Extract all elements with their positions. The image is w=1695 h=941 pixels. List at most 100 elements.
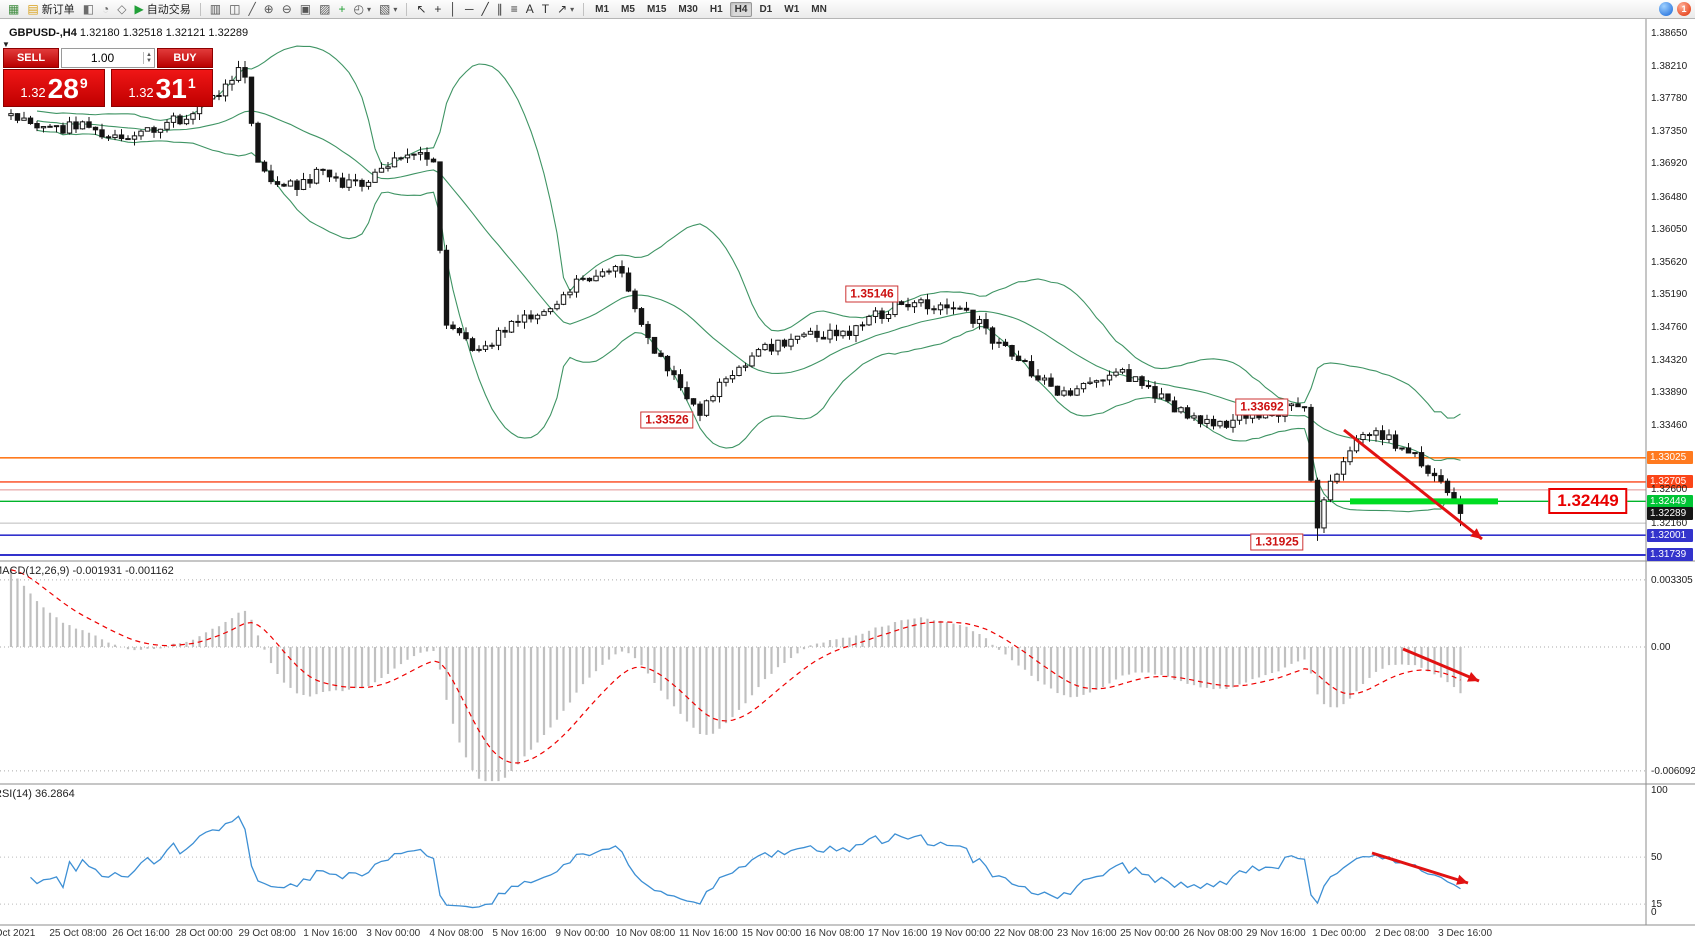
timeframe-button-m15[interactable]: M15 bbox=[646, 3, 667, 15]
navigator-icon[interactable]: ◇ bbox=[113, 1, 130, 17]
volume-input[interactable] bbox=[62, 51, 144, 65]
candle-body bbox=[820, 336, 827, 340]
candle-body bbox=[1243, 414, 1249, 419]
candle-body bbox=[261, 161, 268, 172]
macd-signal-line bbox=[10, 569, 1461, 764]
volume-spinner[interactable]: ▲ ▼ bbox=[143, 52, 154, 64]
timeframe-button-h1[interactable]: H1 bbox=[709, 3, 723, 15]
candle-body bbox=[281, 183, 287, 187]
candle-body bbox=[411, 153, 417, 156]
candle-body bbox=[1236, 414, 1243, 421]
sell-button[interactable]: SELL bbox=[3, 48, 59, 68]
bollinger-middle bbox=[36, 110, 1461, 461]
trend-arrow-price[interactable] bbox=[1343, 428, 1483, 541]
candle-body bbox=[742, 365, 749, 368]
navigator-icon: ◇ bbox=[117, 2, 127, 16]
candle-body bbox=[1360, 434, 1366, 441]
timeframe-button-m1[interactable]: M1 bbox=[595, 3, 610, 15]
candle-body bbox=[320, 168, 326, 171]
panel-splitter-macd[interactable] bbox=[0, 559, 1695, 563]
line-chart-icon[interactable]: ╱ bbox=[244, 1, 259, 17]
candle-body bbox=[346, 179, 352, 188]
buy-price-pips: 31 bbox=[155, 73, 187, 104]
trend-arrow-head bbox=[1470, 528, 1482, 539]
crosshair-icon[interactable]: + bbox=[430, 1, 445, 17]
candle-body bbox=[476, 348, 482, 351]
periods-icon[interactable]: ◴ ▾ bbox=[350, 1, 376, 17]
candle-body bbox=[242, 67, 248, 78]
candle-body bbox=[1275, 414, 1282, 417]
panel-splitter-axis[interactable] bbox=[0, 923, 1695, 927]
zoom-in-icon[interactable]: ⊕ bbox=[260, 1, 278, 17]
label-icon[interactable]: T bbox=[538, 1, 553, 17]
panel-splitter-rsi[interactable] bbox=[0, 782, 1695, 786]
autotrading-button[interactable]: ▶ 自动交易 bbox=[131, 1, 195, 17]
market-watch-icon[interactable]: ◔ bbox=[98, 1, 113, 17]
candle-body bbox=[1295, 403, 1301, 408]
chart-profiles-icon[interactable]: ◧ bbox=[79, 1, 98, 17]
fibonacci-icon[interactable]: ≡ bbox=[507, 1, 522, 17]
toolbar-separator bbox=[406, 2, 408, 16]
candle-body bbox=[944, 304, 950, 309]
vertical-line-icon[interactable]: │ bbox=[445, 1, 461, 17]
candle-body bbox=[1386, 434, 1392, 440]
candle-body bbox=[1191, 415, 1197, 419]
candle-body bbox=[859, 324, 866, 327]
candle-body bbox=[898, 301, 905, 305]
candle-body bbox=[40, 126, 47, 129]
bars-chart-icon: ▥ bbox=[209, 2, 222, 16]
new-order-button-label: 新订单 bbox=[41, 4, 75, 16]
candle-body bbox=[638, 308, 645, 325]
sell-price-button[interactable]: 1.32 28 9 bbox=[3, 69, 105, 107]
candlestick-chart-icon[interactable]: ◫ bbox=[225, 1, 244, 17]
tile-windows-icon[interactable]: ▣ bbox=[296, 1, 315, 17]
candle-body bbox=[1197, 415, 1204, 424]
new-chart-icon[interactable]: ▦ bbox=[4, 1, 23, 17]
buy-price-button[interactable]: 1.32 31 1 bbox=[111, 69, 213, 107]
candle-body bbox=[1145, 384, 1152, 388]
candle-body bbox=[53, 125, 60, 128]
info-icon[interactable] bbox=[1659, 2, 1673, 16]
zoom-out-icon[interactable]: ⊖ bbox=[278, 1, 296, 17]
timeframe-button-w1[interactable]: W1 bbox=[784, 3, 800, 15]
candle-body bbox=[1139, 376, 1145, 386]
strategy-tester-icon[interactable]: ▨ bbox=[315, 1, 334, 17]
candle-body bbox=[794, 335, 801, 340]
horizontal-line-icon[interactable]: ─ bbox=[461, 1, 478, 17]
candle-body bbox=[287, 180, 294, 187]
timeframe-button-d1[interactable]: D1 bbox=[759, 3, 773, 15]
candle-body bbox=[417, 152, 424, 155]
new-order-button[interactable]: ▤ 新订单 bbox=[23, 1, 78, 17]
timeframe-button-m30[interactable]: M30 bbox=[678, 3, 698, 15]
timeframe-button-h4[interactable]: H4 bbox=[729, 1, 753, 17]
candle-body bbox=[521, 314, 528, 323]
arrows-icon[interactable]: ↗ ▾ bbox=[553, 1, 578, 17]
candle-body bbox=[359, 179, 365, 187]
trendline-icon[interactable]: ╱ bbox=[477, 1, 492, 17]
indicators-icon[interactable]: + bbox=[334, 1, 349, 17]
templates-icon[interactable]: ▧ ▾ bbox=[375, 1, 401, 17]
candle-body bbox=[437, 161, 443, 251]
candle-body bbox=[1093, 380, 1100, 383]
candle-body bbox=[1165, 393, 1171, 402]
notification-badge-icon[interactable]: 1 bbox=[1677, 2, 1691, 16]
chart-profiles-icon: ◧ bbox=[82, 2, 95, 16]
candle-body bbox=[1308, 406, 1314, 481]
bars-chart-icon[interactable]: ▥ bbox=[206, 1, 225, 17]
candle-body bbox=[1392, 434, 1399, 449]
channel-icon[interactable]: ∥ bbox=[493, 1, 507, 17]
trend-arrow-rsi[interactable] bbox=[1371, 851, 1469, 885]
cursor-icon[interactable]: ↖ bbox=[412, 1, 430, 17]
tile-windows-icon: ▣ bbox=[299, 2, 312, 16]
one-click-collapse-icon[interactable]: ▼ bbox=[2, 40, 10, 49]
timeframe-button-mn[interactable]: MN bbox=[811, 3, 827, 15]
buy-button[interactable]: BUY bbox=[157, 48, 213, 68]
candle-body bbox=[1282, 405, 1288, 417]
candle-body bbox=[73, 121, 79, 130]
timeframe-button-m5[interactable]: M5 bbox=[621, 3, 635, 15]
candle-body bbox=[612, 266, 619, 272]
trend-arrow-macd[interactable] bbox=[1402, 647, 1480, 683]
candle-body bbox=[1171, 400, 1178, 413]
text-icon[interactable]: A bbox=[522, 1, 538, 17]
